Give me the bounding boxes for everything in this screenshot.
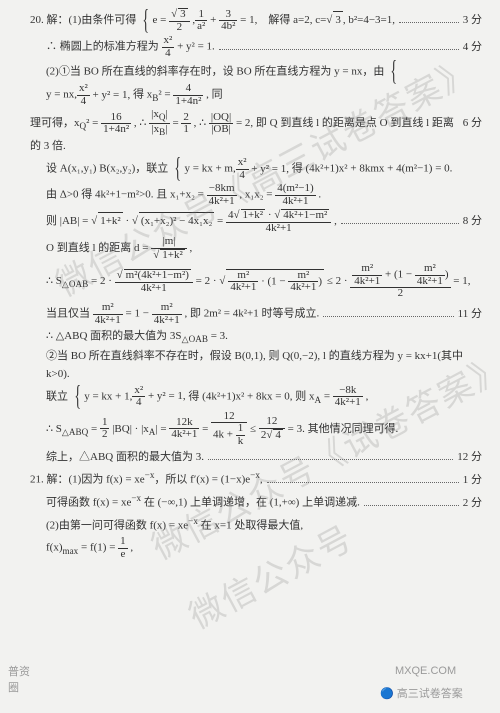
line-content: ∴ S△ABQ = 12 |BQ| · |xA| = 12k4k²+1 = 12…: [46, 411, 398, 448]
solution-line: 则 |AB| = √1+k² · √(x₁+x₂)² − 4x₁x₂ = 4√1…: [30, 209, 482, 234]
line-content: ②当 BO 所在直线斜率不存在时，假设 B(0,1), 则 Q(0,−2), l…: [46, 348, 482, 382]
solution-line: ②当 BO 所在直线斜率不存在时，假设 B(0,1), 则 Q(0,−2), l…: [30, 348, 482, 382]
line-content: 由 Δ>0 得 4k²+1−m²>0. 且 x₁+x₂ = −8km4k²+1 …: [46, 183, 321, 207]
score-label: 8 分: [463, 213, 482, 230]
bottom-mark: 普资圈: [8, 663, 30, 695]
line-content: 综上，△ABQ 面积的最大值为 3.: [46, 449, 204, 466]
solution-line: ∴ 椭圆上的标准方程为 x²4 + y² = 1. 4 分: [30, 35, 482, 59]
score-label: 3 分: [463, 12, 482, 29]
line-content: 联立 {y = kx + 1,x²4 + y² = 1, 得 (4k²+1)x²…: [46, 385, 368, 409]
solution-line: 联立 {y = kx + 1,x²4 + y² = 1, 得 (4k²+1)x²…: [30, 385, 482, 409]
line-content: ∴ S△OAB = 2 · √m²(4k²+1−m²)4k²+1 = 2 · √…: [46, 263, 471, 300]
line-content: 当且仅当 m²4k²+1 = 1 − m²4k²+1 , 即 2m² = 4k²…: [46, 302, 319, 326]
line-content: (2)由第一问可得函数 f(x) = xe−x 在 x=1 处取得最大值,: [46, 514, 303, 535]
score-label: 6 分: [463, 115, 482, 132]
line-content: 21. 解：(1)因为 f(x) = xe−x，所以 f′(x) = (1−x)…: [30, 468, 263, 489]
score-label: 12 分: [457, 449, 482, 466]
solution-line: 可得函数 f(x) = xe−x 在 (−∞,1) 上单调递增，在 (1,+∞)…: [30, 491, 482, 512]
solution-line: 20. 解：(1)由条件可得 {e = √32 ,1a² + 34b² = 1,…: [30, 8, 482, 33]
bottom-mark: MXQE.COM: [395, 665, 456, 677]
solution-line: 设 A(x₁,y₁) B(x₂,y₂)，联立 {y = kx + m,x²4 +…: [30, 157, 482, 181]
score-label: 4 分: [463, 39, 482, 56]
line-content: 20. 解：(1)由条件可得 {e = √32 ,1a² + 34b² = 1,…: [30, 8, 395, 33]
bottom-mark: 🔵 高三试卷答案: [380, 685, 463, 701]
solution-line: ∴ S△OAB = 2 · √m²(4k²+1−m²)4k²+1 = 2 · √…: [30, 263, 482, 300]
leader-dots: [323, 308, 453, 317]
line-content: (2)①当 BO 所在直线的斜率存在时，设 BO 所在直线方程为 y = nx，…: [46, 61, 482, 107]
solution-line: (2)①当 BO 所在直线的斜率存在时，设 BO 所在直线方程为 y = nx，…: [30, 61, 482, 107]
line-content: O 到直线 l 的距离 d = |m|√1+k² ,: [46, 236, 192, 261]
line-content: 理可得，xQ² = 161+4n² , ∴ |xQ||xB| = 21 , ∴ …: [30, 109, 455, 155]
solution-line: 由 Δ>0 得 4k²+1−m²>0. 且 x₁+x₂ = −8km4k²+1 …: [30, 183, 482, 207]
line-content: 设 A(x₁,y₁) B(x₂,y₂)，联立 {y = kx + m,x²4 +…: [46, 157, 452, 181]
solution-line: ∴ S△ABQ = 12 |BQ| · |xA| = 12k4k²+1 = 12…: [30, 411, 482, 448]
leader-dots: [364, 497, 459, 506]
solution-line: O 到直线 l 的距离 d = |m|√1+k² ,: [30, 236, 482, 261]
line-content: f(x)max = f(1) = 1e ,: [46, 536, 133, 560]
solution-line: 综上，△ABQ 面积的最大值为 3. 12 分: [30, 449, 482, 466]
line-content: 可得函数 f(x) = xe−x 在 (−∞,1) 上单调递增，在 (1,+∞)…: [46, 491, 360, 512]
solution-line: 理可得，xQ² = 161+4n² , ∴ |xQ||xB| = 21 , ∴ …: [30, 109, 482, 155]
solution-line: f(x)max = f(1) = 1e ,: [30, 536, 482, 560]
solution-line: ∴ △ABQ 面积的最大值为 3S△OAB = 3.: [30, 328, 482, 346]
leader-dots: [208, 451, 453, 460]
leader-dots: [219, 41, 459, 50]
score-label: 11 分: [458, 306, 482, 323]
score-label: 1 分: [463, 472, 482, 489]
line-content: ∴ △ABQ 面积的最大值为 3S△OAB = 3.: [46, 328, 228, 346]
solution-line: (2)由第一问可得函数 f(x) = xe−x 在 x=1 处取得最大值,: [30, 514, 482, 535]
solution-line: 21. 解：(1)因为 f(x) = xe−x，所以 f′(x) = (1−x)…: [30, 468, 482, 489]
line-content: 则 |AB| = √1+k² · √(x₁+x₂)² − 4x₁x₂ = 4√1…: [46, 209, 337, 234]
score-label: 2 分: [463, 495, 482, 512]
solution-line: 当且仅当 m²4k²+1 = 1 − m²4k²+1 , 即 2m² = 4k²…: [30, 302, 482, 326]
leader-dots: [267, 474, 459, 483]
leader-dots: [399, 14, 459, 23]
leader-dots: [341, 215, 459, 224]
line-content: ∴ 椭圆上的标准方程为 x²4 + y² = 1.: [46, 35, 215, 59]
math-solution-page: 20. 解：(1)由条件可得 {e = √32 ,1a² + 34b² = 1,…: [0, 0, 500, 571]
